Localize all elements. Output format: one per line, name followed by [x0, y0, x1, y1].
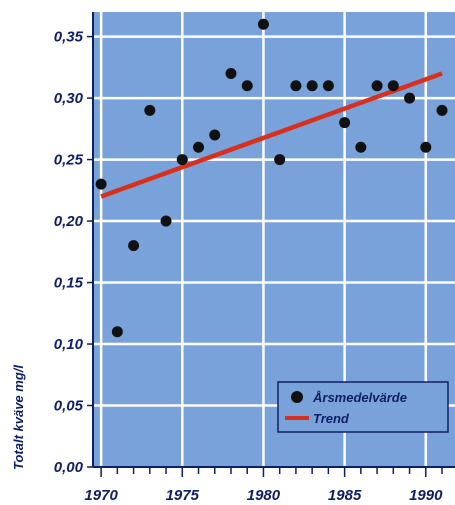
- y-tick-label: 0,30: [54, 90, 84, 107]
- data-point: [290, 80, 302, 92]
- legend-label-scatter: Årsmedelvärde: [312, 390, 407, 405]
- scatter-series: [95, 18, 448, 338]
- legend-box: [277, 381, 449, 433]
- y-tick-labels: 0,00 0,05 0,10 0,15 0,20 0,25 0,30 0,35: [54, 29, 84, 476]
- data-point: [257, 18, 269, 30]
- y-tick-label: 0,35: [54, 29, 84, 46]
- y-tick-label: 0,15: [54, 275, 84, 292]
- x-tick-labels: 1970 1975 1980 1985 1990: [84, 487, 443, 504]
- data-point: [144, 104, 156, 116]
- y-axis-label: Totalt kväve mg/l: [11, 365, 26, 470]
- axes: [87, 12, 455, 477]
- y-tick-label: 0,00: [54, 459, 84, 476]
- y-tick-label: 0,20: [54, 213, 84, 230]
- data-point: [371, 80, 383, 92]
- data-point: [436, 104, 448, 116]
- y-tick-label: 0,10: [54, 336, 84, 353]
- data-point: [355, 141, 367, 153]
- x-tick-label: 1970: [84, 487, 118, 504]
- y-tick-label: 0,25: [54, 152, 84, 169]
- data-point: [176, 154, 188, 166]
- data-point: [404, 92, 416, 104]
- data-point: [95, 178, 107, 190]
- data-point: [128, 240, 140, 252]
- data-point: [193, 141, 205, 153]
- x-tick-label: 1975: [166, 487, 200, 504]
- data-point: [274, 154, 286, 166]
- x-tick-label: 1985: [328, 487, 362, 504]
- trend-series: [100, 71, 443, 199]
- data-point: [306, 80, 318, 92]
- trend-line: [100, 71, 443, 199]
- x-tick-label: 1980: [247, 487, 281, 504]
- data-point: [322, 80, 334, 92]
- data-point: [160, 215, 172, 227]
- x-tick-label: 1990: [409, 487, 443, 504]
- data-point: [387, 80, 399, 92]
- legend-label-trend: Trend: [313, 411, 350, 426]
- data-point: [339, 117, 351, 129]
- data-point: [111, 326, 123, 338]
- data-point: [225, 67, 237, 79]
- data-point: [420, 141, 432, 153]
- data-point: [209, 129, 221, 141]
- data-point: [241, 80, 253, 92]
- legend: Årsmedelvärde Trend: [277, 381, 449, 433]
- legend-marker-scatter: [291, 391, 303, 403]
- y-tick-label: 0,05: [54, 398, 84, 415]
